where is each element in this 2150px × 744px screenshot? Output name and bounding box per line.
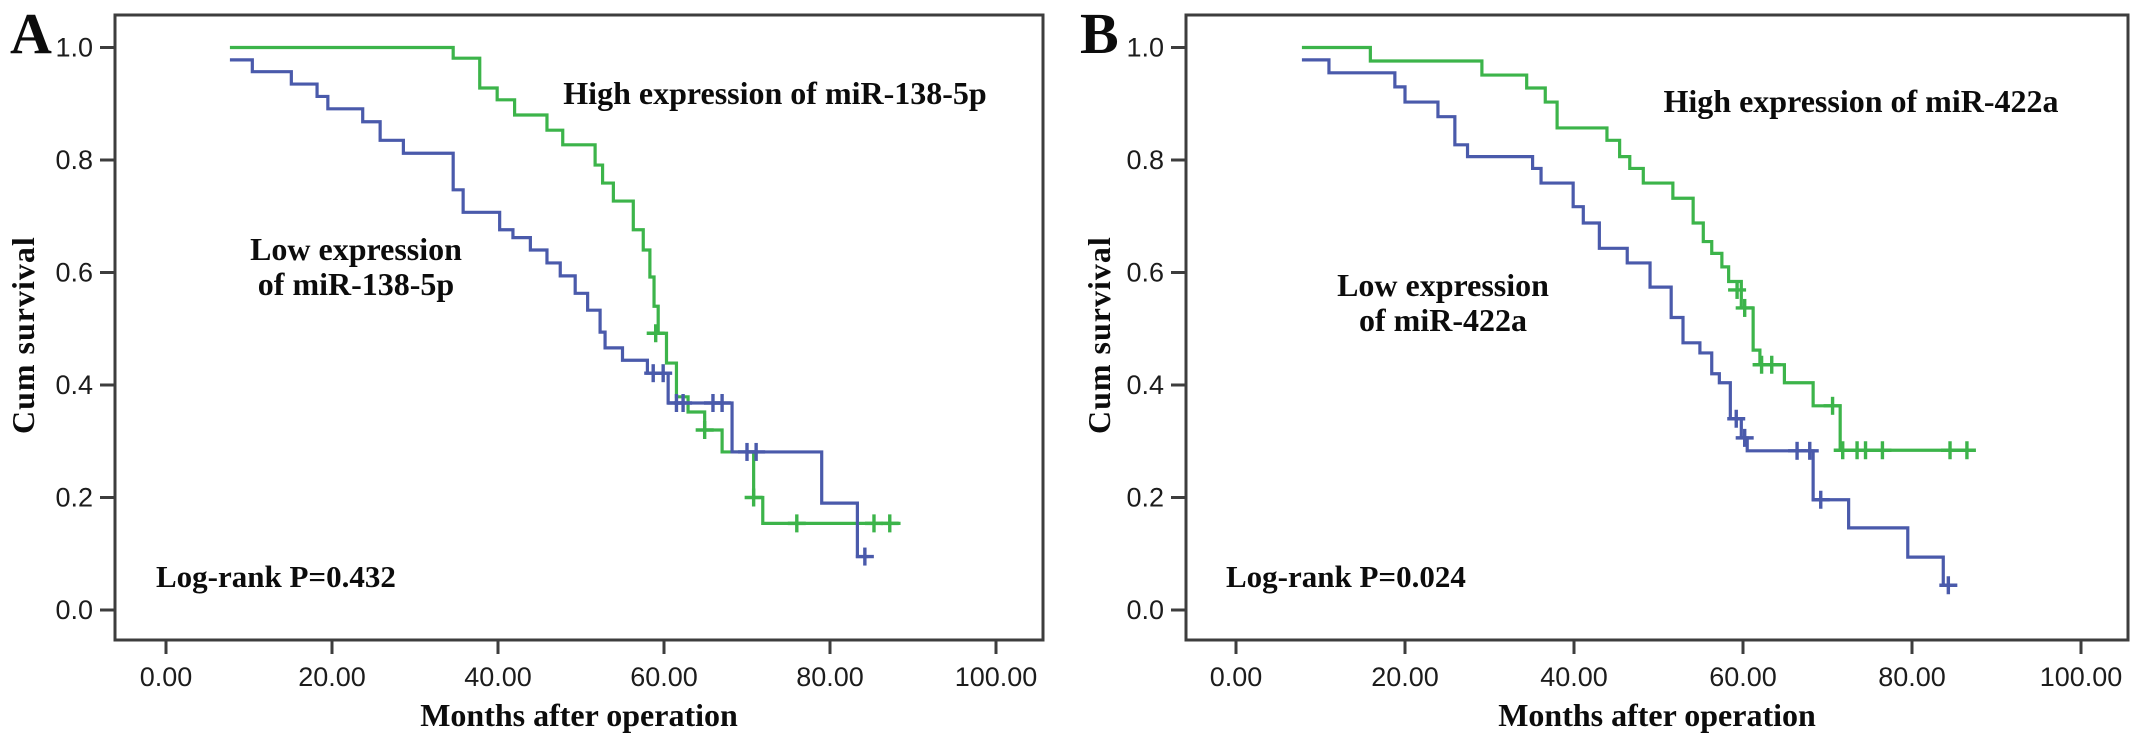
panel-a-x-axis-title: Months after operation bbox=[420, 697, 738, 733]
x-tick-label-A: 0.00 bbox=[140, 662, 193, 692]
panel-b-high-expression-label: High expression of miR-422a bbox=[1663, 83, 2059, 119]
y-tick-label-A: 0.4 bbox=[55, 370, 93, 400]
y-tick-label-A: 0.6 bbox=[55, 258, 93, 288]
y-tick-label-B: 0.0 bbox=[1126, 595, 1164, 625]
x-tick-label-A: 100.00 bbox=[955, 662, 1038, 692]
y-tick-label-B: 0.6 bbox=[1126, 258, 1164, 288]
x-tick-label-A: 20.00 bbox=[298, 662, 366, 692]
x-tick-label-B: 60.00 bbox=[1709, 662, 1777, 692]
plot-frame-B bbox=[1184, 13, 2130, 642]
x-tick-label-A: 40.00 bbox=[464, 662, 532, 692]
panel-b-letter: B bbox=[1080, 1, 1119, 66]
x-tick-label-A: 80.00 bbox=[796, 662, 864, 692]
x-tick-label-B: 20.00 bbox=[1371, 662, 1439, 692]
y-tick-label-B: 0.2 bbox=[1126, 483, 1164, 513]
panel-a-y-axis-title: Cum survival bbox=[5, 236, 41, 434]
y-tick-label-A: 0.0 bbox=[55, 595, 93, 625]
panel-a-low-expression-label: Low expression of miR-138-5p bbox=[216, 231, 496, 303]
x-tick-label-B: 80.00 bbox=[1878, 662, 1946, 692]
panel-b-low-expression-line1: Low expression bbox=[1337, 267, 1549, 303]
x-tick-label-A: 60.00 bbox=[630, 662, 698, 692]
y-tick-label-B: 1.0 bbox=[1126, 33, 1164, 63]
panel-a-low-expression-line1: Low expression bbox=[250, 231, 462, 267]
y-tick-label-A: 0.2 bbox=[55, 483, 93, 513]
survival-curve-B bbox=[1301, 58, 1953, 587]
y-tick-label-A: 0.8 bbox=[55, 145, 93, 175]
panel-a-high-expression-label: High expression of miR-138-5p bbox=[563, 75, 987, 111]
panel-b-logrank-pvalue: Log-rank P=0.024 bbox=[1226, 559, 1466, 594]
panel-b-x-axis-title: Months after operation bbox=[1498, 697, 1816, 733]
panel-a-low-expression-line2: of miR-138-5p bbox=[257, 266, 455, 303]
y-tick-label-A: 1.0 bbox=[55, 33, 93, 63]
plot-frame-A bbox=[113, 13, 1045, 642]
panel-b-low-expression-label: Low expression of miR-422a bbox=[1288, 267, 1598, 339]
x-tick-label-B: 100.00 bbox=[2040, 662, 2123, 692]
panel-b-low-expression-line2: of miR-422a bbox=[1359, 302, 1527, 339]
y-tick-label-B: 0.4 bbox=[1126, 370, 1164, 400]
x-tick-label-B: 40.00 bbox=[1540, 662, 1608, 692]
panel-b-y-axis-title: Cum survival bbox=[1081, 236, 1117, 434]
panel-a-logrank-pvalue: Log-rank P=0.432 bbox=[156, 559, 396, 594]
y-tick-label-B: 0.8 bbox=[1126, 145, 1164, 175]
panel-a-letter: A bbox=[10, 1, 52, 66]
x-tick-label-B: 0.00 bbox=[1210, 662, 1263, 692]
survival-curve-A bbox=[229, 58, 869, 559]
